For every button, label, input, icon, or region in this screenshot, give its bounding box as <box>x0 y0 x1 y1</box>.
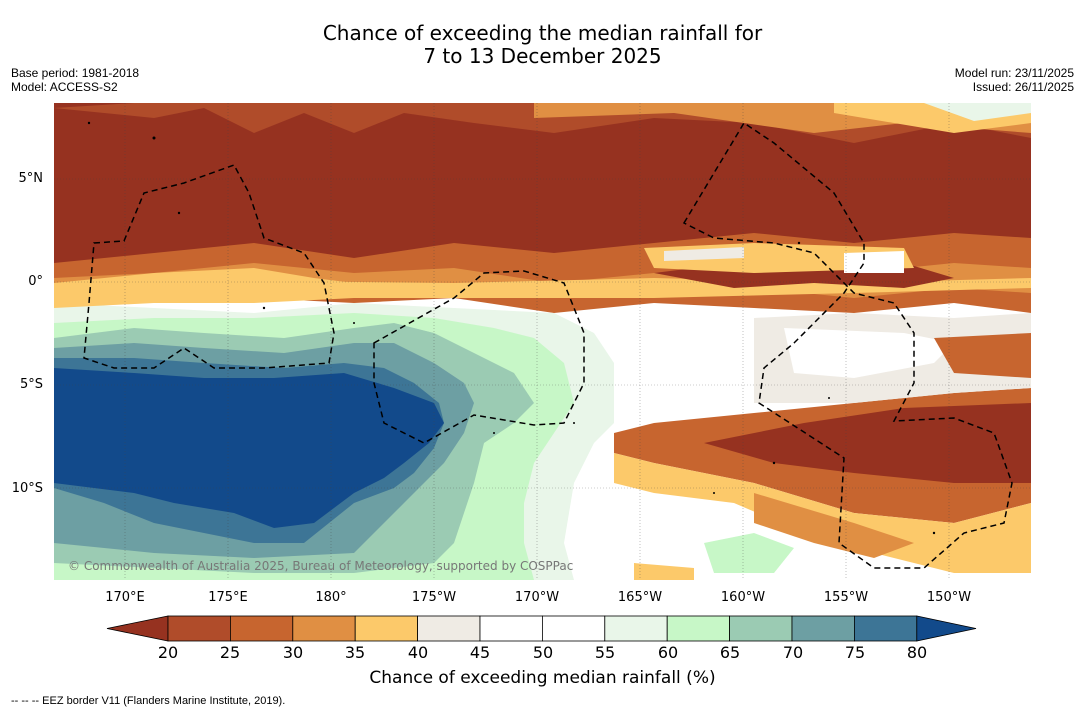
colorbar-title: Chance of exceeding median rainfall (%) <box>369 668 716 688</box>
band-east-white <box>784 328 954 378</box>
issued-date: Issued: 26/11/2025 <box>972 80 1074 94</box>
map-title-line2: 7 to 13 December 2025 <box>423 44 662 68</box>
islands <box>87 121 936 535</box>
colorbar-segment <box>417 615 481 642</box>
colorbar-segment <box>354 615 418 642</box>
colorbar-label: 55 <box>594 643 616 662</box>
colorbar-segment <box>854 615 918 642</box>
colorbar-label: 80 <box>906 643 928 662</box>
colorbar <box>106 615 977 642</box>
model-name: Model: ACCESS-S2 <box>11 80 118 94</box>
lon-tick-150w: 150°W <box>926 590 972 605</box>
colorbar-segment <box>791 615 855 642</box>
colorbar-label: 60 <box>657 643 679 662</box>
colorbar-segment <box>292 615 356 642</box>
lon-tick-165w: 165°W <box>617 590 663 605</box>
wet-plume-deep-blue <box>54 368 444 528</box>
map-title-line1: Chance of exceeding the median rainfall … <box>322 21 763 45</box>
eez-border-line-islands <box>682 121 1013 569</box>
colorbar-segment <box>604 615 668 642</box>
band-north-light <box>924 103 1031 121</box>
colorbar-label: 45 <box>469 643 491 662</box>
colorbar-label: 65 <box>719 643 741 662</box>
colorbar-label: 25 <box>219 643 241 662</box>
colorbar-label: 50 <box>532 643 554 662</box>
colorbar-segment <box>230 615 294 642</box>
colorbar-label: 70 <box>782 643 804 662</box>
colorbar-label: 35 <box>344 643 366 662</box>
colorbar-segment <box>666 615 731 642</box>
rainfall-map <box>54 103 1031 580</box>
lat-tick-5s: 5°S <box>19 377 43 392</box>
equator-white-patch <box>844 251 904 273</box>
lon-tick-170w: 170°W <box>514 590 560 605</box>
eez-legend: -- -- -- EEZ border V11 (Flanders Marine… <box>11 695 286 707</box>
colorbar-label: 40 <box>407 643 429 662</box>
band-south-east-yellow <box>614 453 1031 573</box>
eez-border-kiribati-gilberts <box>83 164 335 369</box>
band-south-east-tan <box>754 493 914 558</box>
lon-tick-170e: 170°E <box>105 590 145 605</box>
lon-tick-175w: 175°W <box>411 590 457 605</box>
south-yellow-patch <box>634 563 694 580</box>
eez-borders <box>83 121 1013 569</box>
lon-tick-180: 180° <box>315 590 347 605</box>
lat-tick-0: 0° <box>28 274 43 289</box>
equator-light-patch <box>664 247 744 261</box>
colorbar-label: 20 <box>157 643 179 662</box>
south-green-patch <box>704 533 794 573</box>
colorbar-segment <box>167 615 231 642</box>
colorbar-label: 75 <box>844 643 866 662</box>
lat-tick-5n: 5°N <box>18 171 44 186</box>
colorbar-label: 30 <box>282 643 304 662</box>
colorbar-extend-high <box>916 615 977 642</box>
colorbar-segment <box>729 615 793 642</box>
copyright-note: © Commonwealth of Australia 2025, Bureau… <box>68 559 574 573</box>
colorbar-segment <box>541 615 606 642</box>
lon-tick-175e: 175°E <box>208 590 248 605</box>
lon-tick-160w: 160°W <box>720 590 766 605</box>
grid-lines <box>54 103 1031 580</box>
colorbar-segment <box>479 615 543 642</box>
colorbar-extend-low <box>106 615 169 642</box>
west-yellow-band <box>54 268 354 308</box>
band-east-orange <box>934 333 1031 378</box>
model-run: Model run: 23/11/2025 <box>954 66 1074 80</box>
lon-tick-155w: 155°W <box>823 590 869 605</box>
base-period: Base period: 1981-2018 <box>11 66 140 80</box>
lat-tick-10s: 10°S <box>11 481 43 496</box>
